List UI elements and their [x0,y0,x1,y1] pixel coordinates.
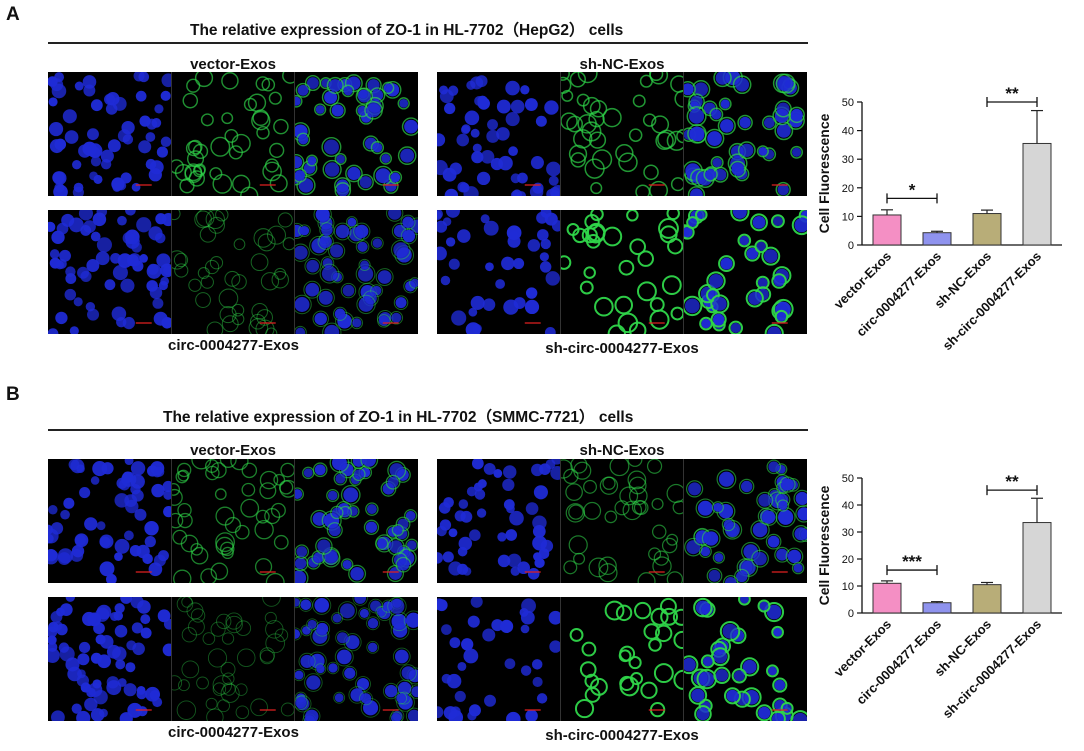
panel-a-bar-chart: Cell Fluorescence 0 10 20 30 40 50 vector-Exos c… [812,84,1077,380]
y-axis-label: Cell Fluorescence [816,485,832,605]
panel-a-micrograph-sh-circ [437,210,808,334]
y-tick-label: 50 [842,473,854,485]
channel-zo1 [560,210,685,334]
channel-zo1 [560,72,685,196]
channel-merge [295,72,419,196]
panel-a-label-top-right: sh-NC-Exos [579,56,665,73]
channel-zo1 [560,459,685,583]
significance-stars: *** [902,552,922,571]
channel-dapi [437,459,561,583]
y-tick-label: 10 [842,211,854,223]
channel-zo1 [560,597,685,721]
y-tick-label: 30 [842,154,854,166]
significance-stars: ** [1005,472,1019,491]
channel-dapi [437,597,561,721]
channel-dapi [48,72,172,196]
panel-a-label-top-left: vector-Exos [190,56,276,73]
channel-zo1 [171,210,296,334]
bar-sh-circ-0004277-Exos [1022,142,1052,246]
x-tick-label: sh-circ-0004277-Exos [939,617,1044,722]
y-tick-label: 0 [848,240,854,252]
panel-b-title: The relative expression of ZO-1 in HL-77… [163,409,634,426]
panel-a-label-bottom-right: sh-circ-0004277-Exos [545,340,699,357]
channel-merge [295,459,419,583]
y-tick-label: 30 [842,527,854,539]
channel-merge [684,459,808,583]
panel-b-bar-chart: Cell Fluorescence 0 10 20 30 40 50 vector-Exos c… [812,466,1077,746]
panel-letter-a: A [6,4,20,25]
panel-b-label-top-left: vector-Exos [190,442,276,459]
panel-a-label-bottom-left: circ-0004277-Exos [168,337,299,354]
y-tick-label: 0 [848,608,854,620]
y-tick-label: 20 [842,554,854,566]
panel-b-label-top-right: sh-NC-Exos [579,442,665,459]
bar-sh-NC-Exos [972,213,1002,246]
panel-b-micrograph-circ [48,597,419,721]
channel-dapi [48,459,172,583]
panel-a-bar-chart-svg: Cell Fluorescence01020304050vector-Exosc… [816,84,1062,354]
bar-circ-0004277-Exos [922,232,952,246]
panel-letter-b: B [6,384,20,405]
panel-b-micrograph-sh-nc [437,459,808,583]
bar-sh-circ-0004277-Exos [1022,522,1052,614]
x-tick-label: circ-0004277-Exos [853,617,944,708]
channel-dapi [437,210,561,334]
panel-a-micrograph-circ [48,210,419,334]
panel-a-title-rule [48,42,808,44]
y-tick-label: 40 [842,126,854,138]
panel-b-label-bottom-left: circ-0004277-Exos [168,724,299,741]
y-tick-label: 40 [842,500,854,512]
panel-b-micrograph-vector [48,459,419,583]
channel-merge [684,210,808,334]
channel-zo1 [171,459,296,583]
panel-a-title: The relative expression of ZO-1 in HL-77… [190,22,624,39]
bar-vector-Exos [872,214,902,246]
panel-a-micrograph-vector [48,72,419,196]
y-tick-label: 50 [842,97,854,109]
panel-b-label-bottom-right: sh-circ-0004277-Exos [545,727,699,744]
y-tick-label: 20 [842,183,854,195]
channel-zo1 [171,597,296,721]
bar-circ-0004277-Exos [922,602,952,614]
bar-sh-NC-Exos [972,584,1002,614]
bar-vector-Exos [872,582,902,614]
panel-b-micrograph-sh-circ [437,597,808,721]
y-axis-label: Cell Fluorescence [816,113,832,233]
channel-dapi [48,597,172,721]
channel-dapi [48,210,172,334]
channel-merge [295,210,419,334]
significance-stars: * [909,180,916,199]
y-tick-label: 10 [842,581,854,593]
x-tick-label: circ-0004277-Exos [853,249,944,340]
panel-b-title-rule [48,429,808,431]
x-tick-label: sh-circ-0004277-Exos [939,249,1044,354]
channel-dapi [437,72,561,196]
panel-a-micrograph-sh-nc [437,72,808,196]
channel-merge [684,72,808,196]
channel-merge [684,597,808,721]
significance-stars: ** [1005,84,1019,103]
panel-b-bar-chart-svg: Cell Fluorescence01020304050vector-Exosc… [816,472,1062,722]
channel-zo1 [171,72,296,196]
channel-merge [295,597,419,721]
